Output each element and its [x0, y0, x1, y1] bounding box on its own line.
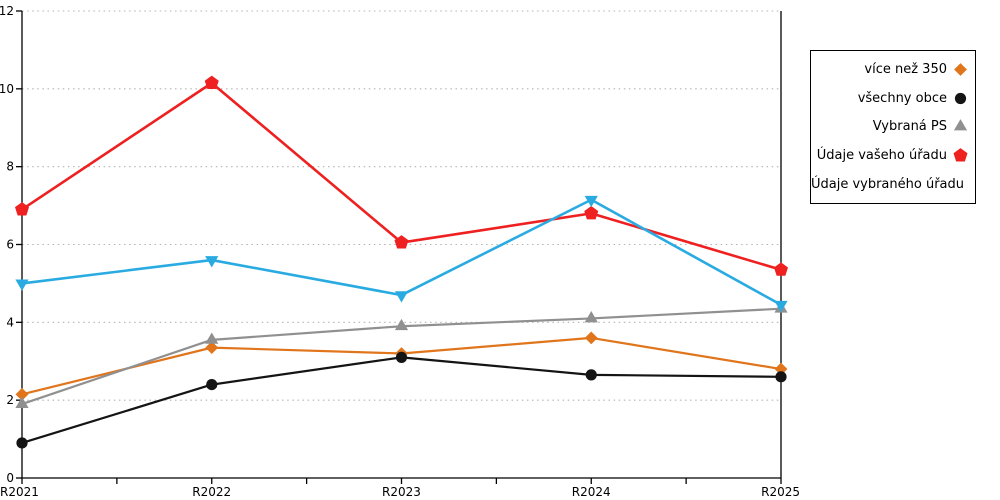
- series-marker-triangle-down-icon: [584, 195, 598, 208]
- legend-label: Vybraná PS: [872, 119, 947, 135]
- x-tick-label: R2023: [382, 485, 421, 499]
- legend-item: Údaje vybraného úřadu: [811, 176, 969, 193]
- series-marker-circle-icon: [16, 437, 28, 449]
- series-marker-pentagon-icon: [204, 75, 219, 89]
- y-tick-label: 2: [6, 393, 14, 407]
- legend-marker-triangle-up-icon: [953, 119, 968, 131]
- series-marker-triangle-down-icon: [394, 291, 409, 303]
- y-tick-label: 4: [6, 315, 14, 329]
- series-marker-circle-icon: [775, 371, 787, 383]
- y-tick-label: 12: [0, 4, 14, 18]
- series-marker-circle-icon: [585, 369, 597, 381]
- x-tick-label: R2021: [0, 485, 39, 499]
- series-marker-circle-icon: [395, 351, 408, 363]
- legend-label: více než 350: [864, 61, 947, 77]
- series-marker-pentagon-icon: [394, 235, 409, 249]
- x-tick-label: R2022: [192, 485, 231, 499]
- series-marker-triangle-up-icon: [584, 311, 598, 323]
- series-marker-triangle-down-icon: [205, 256, 219, 268]
- series-marker-triangle-down-icon: [774, 300, 788, 313]
- series-marker-pentagon-icon: [774, 262, 788, 276]
- series-marker-diamond-icon: [205, 341, 219, 355]
- legend-item: Údaje vašeho úřadu: [815, 147, 969, 164]
- series-marker-diamond-icon: [15, 387, 29, 401]
- series-marker-pentagon-icon: [15, 202, 29, 216]
- legend-marker-pentagon-icon: [953, 148, 968, 162]
- series-marker-triangle-up-icon: [205, 332, 219, 344]
- legend-item: Vybraná PS: [815, 118, 969, 135]
- legend-label: Údaje vybraného úřadu: [810, 177, 964, 193]
- series-marker-triangle-up-icon: [394, 318, 409, 331]
- series-line: [20, 356, 783, 445]
- y-tick-label: 6: [6, 238, 14, 252]
- series-marker-diamond-icon: [774, 362, 788, 376]
- x-tick-label: R2025: [761, 485, 800, 499]
- series-marker-pentagon-icon: [584, 205, 599, 220]
- y-tick-label: 0: [6, 471, 14, 485]
- legend-label: Údaje vašeho úřadu: [816, 148, 947, 164]
- series-marker-triangle-up-icon: [15, 396, 29, 408]
- y-tick-label: 8: [6, 160, 14, 174]
- legend-item: všechny obce: [815, 90, 969, 107]
- legend-marker-diamond-icon: [954, 62, 967, 76]
- series-marker-diamond-icon: [584, 331, 598, 345]
- x-tick-label: R2024: [572, 485, 611, 499]
- legend-label: všechny obce: [857, 90, 947, 106]
- series-line: [20, 198, 783, 307]
- legend-marker-circle-icon: [954, 92, 967, 104]
- y-tick-label: 10: [0, 82, 14, 96]
- series-marker-circle-icon: [206, 379, 218, 391]
- series-marker-triangle-down-icon: [15, 279, 29, 291]
- legend: více než 350 všechny obce Vybraná PS Údaje …: [810, 50, 976, 204]
- legend-item: více než 350: [815, 61, 969, 78]
